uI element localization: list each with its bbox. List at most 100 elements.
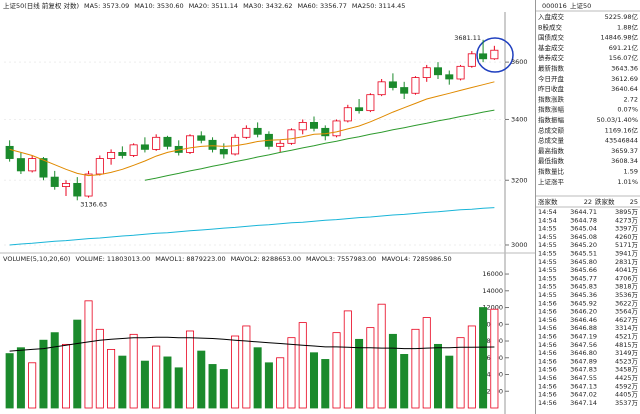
volume-bar [467, 325, 476, 409]
stat-value: 1.88亿 [617, 22, 638, 31]
candle-body [242, 127, 251, 138]
volume-bar [388, 333, 397, 409]
indicator-value: 11803013.00 [107, 255, 150, 263]
volume-bar [208, 364, 217, 409]
trade-time: 14:55 [538, 291, 557, 299]
candle-body [39, 158, 48, 178]
stat-value: 5225.98亿 [605, 12, 639, 21]
stat-label: 最高指数 [538, 146, 565, 155]
volume-bar [242, 325, 251, 409]
stat-value: 691.21亿 [609, 43, 639, 52]
volume-bar [264, 362, 273, 409]
candle-body [118, 152, 127, 156]
trade-time: 14:56 [538, 333, 557, 341]
candle-body [456, 65, 465, 80]
stock-code: 000016 [542, 2, 567, 10]
stat-value: 2.72 [624, 95, 638, 103]
candle-body [84, 173, 93, 197]
trade-time: 14:55 [538, 283, 557, 291]
indicator-name: MA10: [134, 2, 155, 10]
stat-label: 基金成交 [538, 43, 565, 52]
indicator-value: 3114.45 [379, 2, 406, 10]
indicator-value: 7557983.00 [337, 255, 376, 263]
stat-label: 指数涨跌 [538, 94, 565, 103]
trade-volume: 3622万 [615, 299, 639, 307]
stat-value: 3643.36 [611, 65, 638, 73]
trade-time: 14:55 [538, 225, 557, 233]
volume-bar [61, 343, 71, 409]
advance-label: 涨家数 [538, 197, 558, 206]
trade-price: 3646.80 [570, 349, 597, 357]
trade-time: 14:56 [538, 382, 557, 390]
volume-bar [231, 335, 240, 409]
volume-bar [129, 333, 138, 409]
trade-time: 14:56 [538, 308, 557, 316]
y-tick-label: 3000 [511, 241, 528, 249]
volume-bar [422, 317, 431, 409]
volume-bar [95, 328, 104, 409]
trade-volume: 4273万 [615, 216, 639, 224]
indicator-name: MAVOL2: [231, 255, 260, 263]
volume-bar [332, 332, 341, 409]
stat-label: 债券成交 [538, 53, 565, 62]
stat-label: 指数振幅 [538, 115, 565, 124]
candle-body [276, 142, 285, 147]
trade-time: 14:56 [538, 341, 557, 349]
stat-label: 指数量比 [538, 167, 565, 176]
trade-price: 3645.04 [570, 225, 597, 233]
candle-body [140, 144, 149, 150]
trade-price: 3645.83 [570, 283, 597, 291]
y-tick-label: 3400 [511, 115, 528, 123]
trade-price: 3647.02 [570, 391, 597, 399]
trade-price: 3645.77 [570, 274, 597, 282]
stat-label: 最低指数 [538, 156, 565, 165]
trade-time: 14:56 [538, 299, 557, 307]
trade-volume: 3895万 [615, 208, 639, 216]
candle-body [197, 135, 206, 141]
trade-volume: 4425万 [615, 374, 639, 382]
candle-body [50, 176, 59, 187]
volume-bar [185, 330, 195, 409]
volume-bar [152, 345, 161, 409]
indicator-name: MAVOL1: [155, 255, 184, 263]
candle-body [343, 107, 352, 122]
stat-label: 今日开盘 [538, 74, 565, 83]
trade-price: 3644.71 [570, 208, 597, 216]
trade-price: 3647.13 [570, 382, 597, 390]
y-tick-label: 3200 [511, 176, 528, 184]
y-tick-label: 16000 [482, 270, 503, 278]
volume-bar [309, 352, 319, 409]
indicator-name: MA5: [84, 2, 100, 10]
candle-body [309, 122, 319, 129]
volume-bar [253, 347, 262, 409]
trade-time: 14:55 [538, 258, 557, 266]
pane-title: VOLUME(5,10,20,60) [3, 255, 70, 263]
stat-value: 43546844 [605, 137, 638, 145]
trade-time: 14:55 [538, 233, 557, 241]
volume-bar [197, 350, 206, 409]
trade-price: 3647.56 [570, 341, 597, 349]
volume-bar [445, 355, 454, 409]
trade-time: 14:56 [538, 349, 557, 357]
candle-body [95, 158, 104, 175]
trade-volume: 4405万 [615, 391, 639, 399]
volume-bar [433, 343, 443, 409]
volume-bar [355, 338, 364, 409]
volume-bar [400, 354, 409, 409]
trade-price: 3647.19 [570, 333, 597, 341]
trade-volume: 2831万 [615, 258, 639, 266]
candle-body [185, 135, 195, 153]
trade-price: 3644.78 [570, 216, 597, 224]
trade-volume: 3941万 [615, 250, 639, 258]
trade-price: 3647.83 [570, 366, 597, 374]
trade-volume: 3314万 [615, 324, 639, 332]
trade-time: 14:55 [538, 241, 557, 249]
candle-body [445, 74, 454, 80]
candle-body [355, 107, 364, 112]
volume-bar [411, 328, 420, 409]
volume-bar [276, 357, 285, 409]
stat-value: 1169.16亿 [605, 125, 639, 134]
trade-price: 3646.88 [570, 324, 597, 332]
trade-price: 3645.66 [570, 266, 597, 274]
